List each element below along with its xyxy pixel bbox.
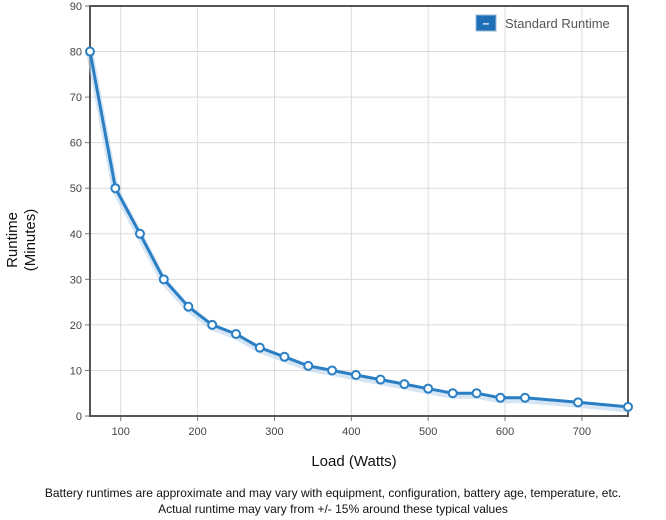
series-line bbox=[88, 50, 630, 409]
data-point[interactable] bbox=[327, 365, 338, 376]
y-tick-label: 80 bbox=[70, 47, 82, 59]
data-point[interactable] bbox=[207, 319, 218, 330]
legend-label: Standard Runtime bbox=[505, 16, 610, 31]
data-point[interactable] bbox=[375, 374, 386, 385]
y-tick-label: 70 bbox=[70, 92, 82, 104]
y-tick-label: 60 bbox=[70, 138, 82, 150]
y-tick-label: 0 bbox=[76, 411, 82, 423]
footer-note-2: Actual runtime may vary from +/- 15% aro… bbox=[158, 502, 508, 516]
y-tick-label: 50 bbox=[70, 183, 82, 195]
data-point[interactable] bbox=[231, 329, 242, 339]
y-tick-label: 20 bbox=[70, 320, 82, 332]
legend-swatch[interactable] bbox=[475, 14, 497, 32]
y-axis-title-line2: (Minutes) bbox=[22, 209, 39, 272]
series-line-shadow bbox=[86, 50, 632, 413]
x-tick-label: 100 bbox=[112, 426, 130, 438]
data-point[interactable] bbox=[85, 46, 95, 57]
data-point[interactable] bbox=[134, 228, 145, 239]
data-point[interactable] bbox=[471, 388, 482, 399]
y-tick-label: 90 bbox=[70, 1, 82, 13]
runtime-chart: 0 10 20 30 40 50 60 70 80 90 100 200 300 400 500 600 70… bbox=[4, 1, 633, 470]
footer-note-1: Battery runtimes are approximate and may… bbox=[44, 486, 622, 500]
data-point[interactable] bbox=[158, 274, 169, 285]
data-point[interactable] bbox=[623, 401, 633, 412]
series-layer bbox=[85, 46, 633, 413]
data-point[interactable] bbox=[573, 397, 584, 408]
x-tick-label: 400 bbox=[342, 426, 360, 438]
x-tick-label: 300 bbox=[265, 426, 283, 438]
y-axis-ticks: 0 10 20 30 40 50 60 70 80 90 bbox=[70, 1, 90, 423]
x-tick-label: 500 bbox=[419, 426, 437, 438]
y-tick-label: 30 bbox=[70, 274, 82, 286]
y-axis-title-line1: Runtime bbox=[4, 212, 21, 268]
y-tick-label: 40 bbox=[70, 229, 82, 241]
legend[interactable]: – Standard Runtime bbox=[475, 14, 610, 32]
data-point[interactable] bbox=[447, 388, 458, 399]
data-point[interactable] bbox=[110, 183, 121, 194]
plot-frame bbox=[89, 5, 629, 417]
data-point[interactable] bbox=[183, 301, 194, 312]
data-point[interactable] bbox=[520, 392, 531, 403]
data-point[interactable] bbox=[495, 392, 506, 403]
data-point[interactable] bbox=[399, 379, 410, 390]
data-point[interactable] bbox=[279, 351, 290, 362]
x-axis-ticks: 100 200 300 400 500 600 700 bbox=[112, 416, 591, 438]
data-point[interactable] bbox=[423, 383, 434, 394]
x-tick-label: 700 bbox=[573, 426, 591, 438]
legend-swatch-symbol: – bbox=[483, 16, 490, 30]
data-point[interactable] bbox=[254, 342, 265, 353]
y-tick-label: 10 bbox=[70, 365, 82, 377]
data-point[interactable] bbox=[303, 360, 314, 371]
x-tick-label: 600 bbox=[496, 426, 514, 438]
grid-lines bbox=[90, 6, 628, 416]
x-axis-title: Load (Watts) bbox=[311, 453, 396, 470]
x-tick-label: 200 bbox=[188, 426, 206, 438]
data-point[interactable] bbox=[350, 370, 361, 380]
